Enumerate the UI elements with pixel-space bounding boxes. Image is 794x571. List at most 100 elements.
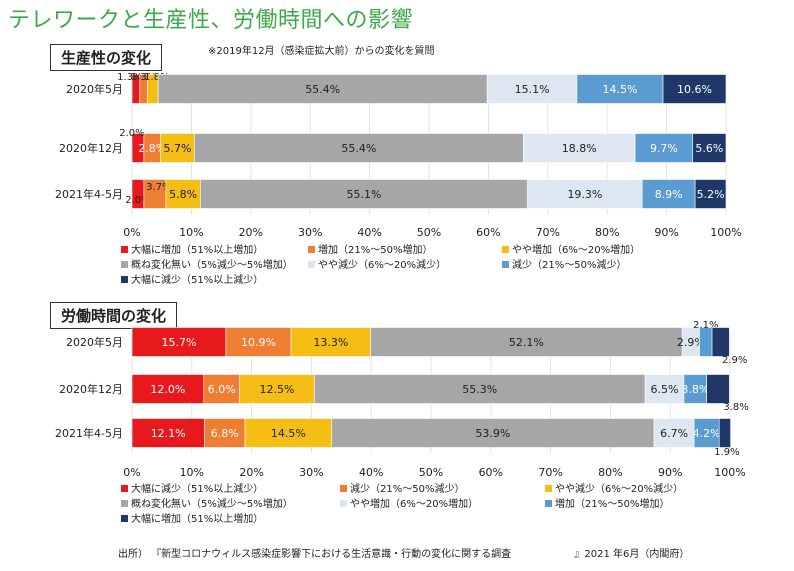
- chart2-legend-swatch: [121, 485, 128, 492]
- chart1-data-label: 2.8%: [138, 142, 166, 155]
- chart1-data-label: 14.5%: [602, 83, 637, 96]
- chart2-bar-segment: [653, 418, 695, 448]
- chart2-bar-segment: [314, 374, 646, 404]
- chart1-x-tick-label: 0%: [123, 226, 140, 239]
- chart1-legend-swatch: [502, 246, 509, 253]
- chart1-legend-swatch: [121, 246, 128, 253]
- chart2-bar-segment: [131, 418, 205, 448]
- chart1-data-label: 9.7%: [650, 142, 678, 155]
- chart1-x-tick-label: 80%: [595, 226, 619, 239]
- chart1-data-label: 55.4%: [341, 142, 376, 155]
- chart2-data-label: 4.2%: [693, 427, 721, 440]
- chart2-legend-label: 減少（21%～50%減少）: [350, 482, 464, 495]
- chart1-x-tick-label: 100%: [710, 226, 741, 239]
- chart2-x-tick-label: 40%: [359, 466, 383, 479]
- chart1-legend-swatch: [308, 261, 315, 268]
- chart1-bar-segment: [692, 133, 727, 163]
- chart1-x-tick-label: 70%: [536, 226, 560, 239]
- chart2-legend-label: 増加（21%～50%増加）: [555, 497, 669, 510]
- chart2-x-tick-label: 90%: [658, 466, 682, 479]
- chart1-data-label: 5.6%: [695, 142, 723, 155]
- main-title: テレワークと生産性、労働時間への影響: [8, 8, 414, 33]
- chart2-bar-segment: [699, 327, 713, 357]
- chart1-legend-label: 大幅に増加（51%以上増加）: [131, 243, 263, 256]
- chart2-data-label: 2.1%: [693, 320, 718, 331]
- chart1-legend-label: 増加（21%～50%増加）: [318, 243, 432, 256]
- chart1-legend-swatch: [502, 261, 509, 268]
- chart2-category-label: 2020年5月: [66, 335, 123, 349]
- chart1-legend-label: やや減少（6%～20%減少）: [318, 258, 446, 271]
- chart2-bar-segment: [204, 418, 246, 448]
- chart2-x-tick-label: 10%: [180, 466, 204, 479]
- chart1-data-label: 5.7%: [163, 142, 191, 155]
- chart2-legend-label: やや増加（6%～20%増加）: [350, 497, 478, 510]
- chart2-data-label: 52.1%: [509, 336, 544, 349]
- chart2-x-tick-label: 20%: [239, 466, 263, 479]
- chart1-legend-swatch: [121, 276, 128, 283]
- chart2-data-label: 13.3%: [313, 336, 348, 349]
- chart2-legend-swatch: [340, 485, 347, 492]
- chart2-bar-segment: [244, 418, 333, 448]
- chart1-x-tick-label: 20%: [239, 226, 263, 239]
- chart2-data-label: 55.3%: [462, 383, 497, 396]
- chart2-legend-label: 概ね変化無い（5%減少～5%増加）: [131, 497, 293, 510]
- chart2-data-label: 3.8%: [681, 383, 709, 396]
- chart2-title: 労働時間の変化: [50, 302, 178, 329]
- chart1-bar-segment: [200, 179, 528, 209]
- chart2-data-label: 53.9%: [475, 427, 510, 440]
- chart1-data-label: 1.3%: [131, 72, 156, 83]
- chart2-bar-segment: [290, 327, 371, 357]
- chart2-bar-segment: [203, 374, 240, 404]
- source-suffix: 』2021 年6月（内閣府）: [574, 549, 690, 560]
- chart1-x-tick-label: 50%: [417, 226, 441, 239]
- chart2-bar-segment: [718, 418, 731, 448]
- source-body: 『新型コロナウィルス感染症影響下における生活意識・行動の変化に関する調査: [151, 549, 512, 560]
- chart1-note: ※2019年12月（感染症拡大前）からの変化を質問: [208, 46, 435, 57]
- chart2-data-label: 6.0%: [208, 383, 236, 396]
- chart2-bar-segment: [131, 374, 205, 404]
- chart1-legend-label: 概ね変化無い（5%減少～5%増加）: [131, 258, 293, 271]
- chart2-bar-segment: [693, 418, 720, 448]
- chart1-bar-segment: [160, 133, 195, 163]
- chart2-category-label: 2020年12月: [59, 382, 123, 396]
- chart1-data-label: 2.0%: [125, 195, 150, 206]
- chart1-data-label: 19.3%: [567, 188, 602, 201]
- chart2-legend-swatch: [545, 485, 552, 492]
- chart1-bar-segment: [694, 179, 727, 209]
- chart1-category-label: 2020年5月: [66, 82, 123, 96]
- chart2-x-tick-label: 0%: [123, 466, 140, 479]
- chart2-bar-segment: [706, 374, 730, 404]
- chart2-data-label: 10.9%: [241, 336, 276, 349]
- chart2-legend-swatch: [121, 515, 128, 522]
- chart2-legend-label: やや減少（6%～20%減少）: [555, 482, 683, 495]
- chart1-data-label: 8.9%: [655, 188, 683, 201]
- chart2-x-tick-label: 60%: [479, 466, 503, 479]
- chart2-x-tick-label: 50%: [419, 466, 443, 479]
- chart2-data-label: 3.8%: [723, 402, 748, 413]
- chart2-data-label: 15.7%: [161, 336, 196, 349]
- chart2-data-label: 2.9%: [677, 336, 705, 349]
- chart2-bar-segment: [239, 374, 315, 404]
- chart2-data-label: 14.5%: [271, 427, 306, 440]
- chart2-data-label: 6.7%: [660, 427, 688, 440]
- chart1-category-label: 2020年12月: [59, 141, 123, 155]
- chart1-bar-segment: [486, 74, 578, 104]
- chart1-data-label: 18.8%: [562, 142, 597, 155]
- chart2-bar-segment: [370, 327, 683, 357]
- chart1-category-label: 2021年4-5月: [55, 187, 123, 201]
- chart1-legend-label: 減少（21%～50%減少）: [512, 258, 626, 271]
- chart2-x-tick-label: 100%: [714, 466, 745, 479]
- chart2-data-label: 12.1%: [151, 427, 186, 440]
- chart2-legend-swatch: [340, 500, 347, 507]
- chart2-bar-segment: [644, 374, 685, 404]
- chart1-legend-swatch: [121, 261, 128, 268]
- chart1-data-label: 15.1%: [515, 83, 550, 96]
- chart1-data-label: 5.8%: [169, 188, 197, 201]
- chart2-bar-segment: [711, 327, 730, 357]
- chart2-legend-label: 大幅に増加（51%以上増加）: [131, 512, 263, 525]
- chart2-x-tick-label: 80%: [598, 466, 622, 479]
- chart1-bar-segment: [662, 74, 727, 104]
- chart1-bar-segment: [641, 179, 696, 209]
- chart2-x-tick-label: 70%: [538, 466, 562, 479]
